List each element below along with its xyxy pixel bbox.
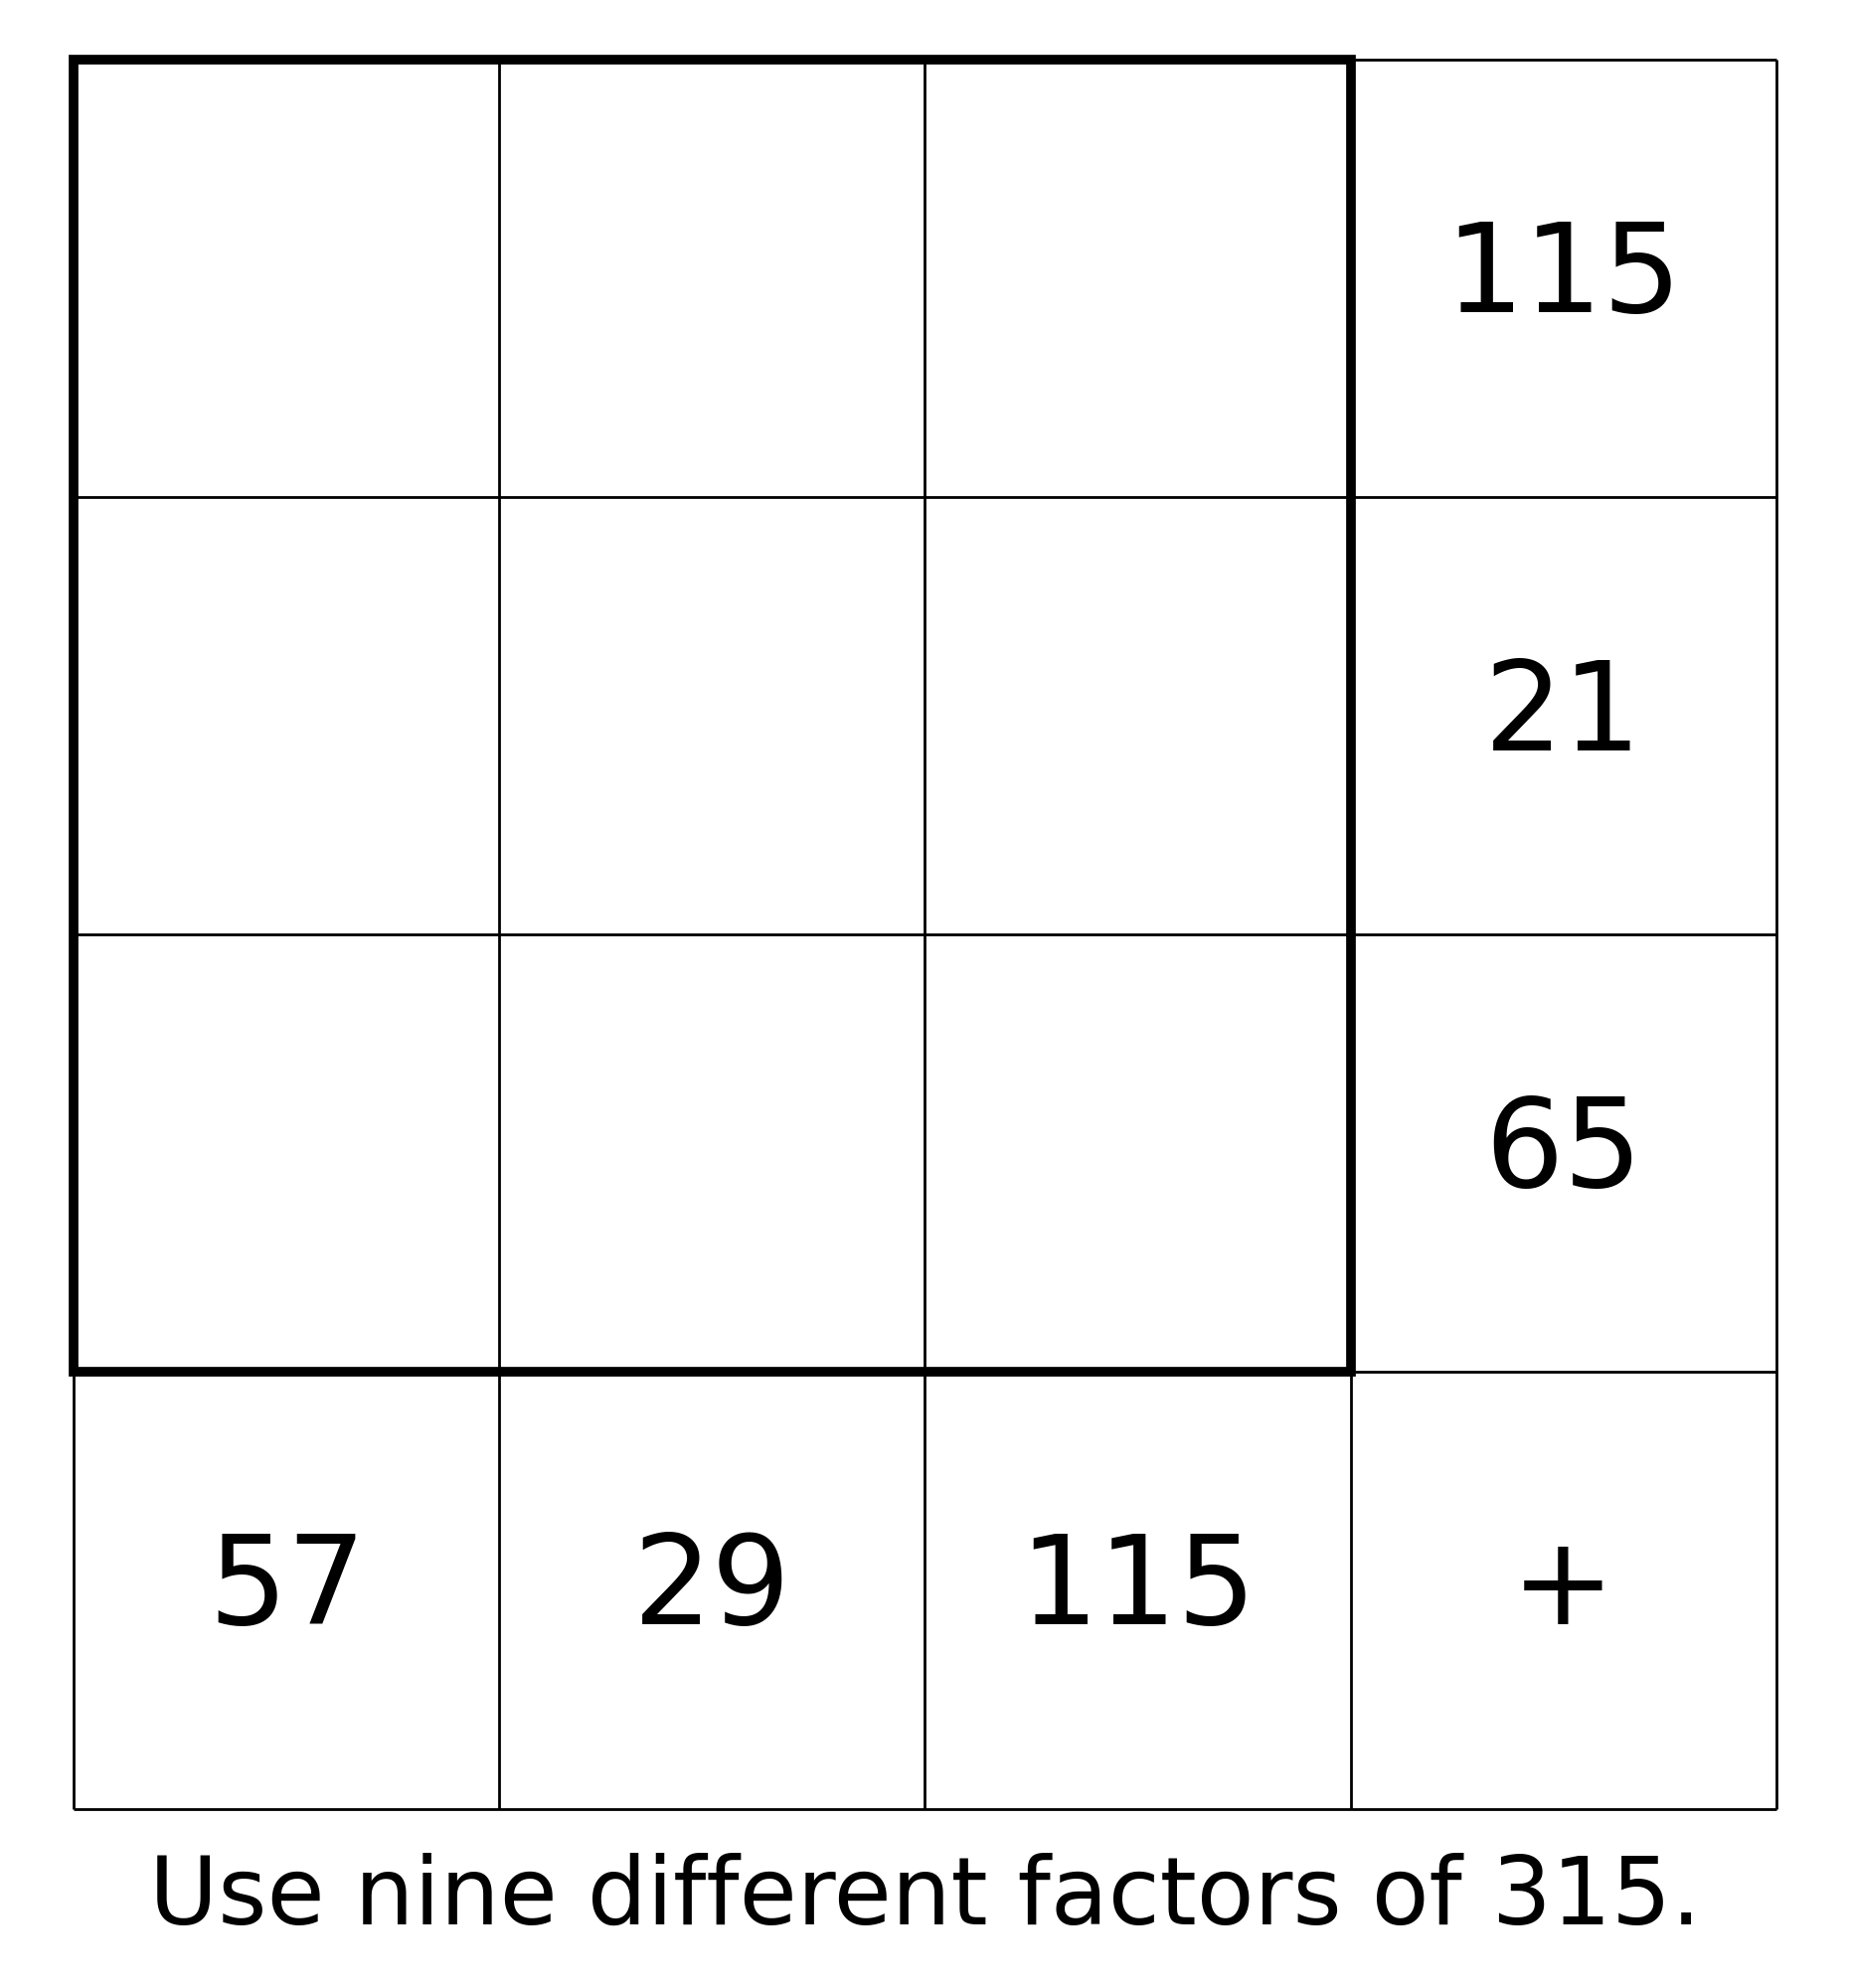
Text: Use nine different factors of 315.: Use nine different factors of 315.: [150, 1853, 1700, 1944]
Text: 65: 65: [1484, 1093, 1643, 1213]
Text: 21: 21: [1484, 656, 1643, 775]
Text: 115: 115: [1445, 219, 1682, 338]
Text: 57: 57: [207, 1531, 366, 1650]
Text: 29: 29: [633, 1531, 792, 1650]
Text: +: +: [1511, 1531, 1615, 1650]
Bar: [74, 60, 1350, 1372]
Text: 115: 115: [1019, 1531, 1256, 1650]
